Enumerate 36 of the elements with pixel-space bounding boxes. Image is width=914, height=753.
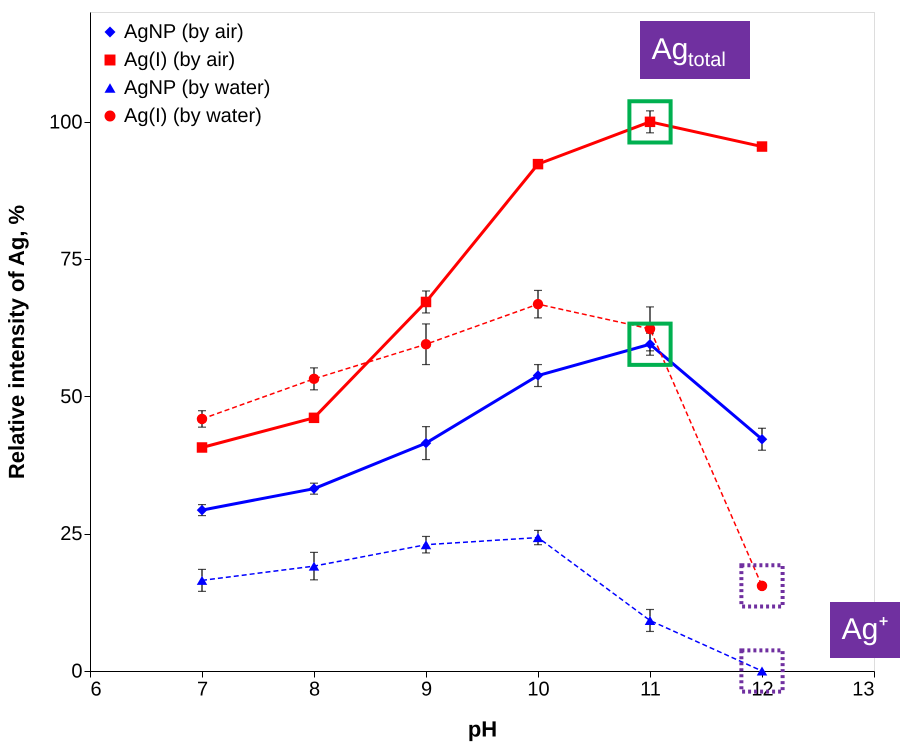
x-axis-title: pH	[468, 716, 498, 742]
legend-label: AgNP (by air)	[124, 21, 244, 43]
legend-label: Ag(I) (by air)	[124, 49, 236, 71]
point	[196, 576, 208, 585]
point	[308, 374, 320, 384]
y-axis-title: Relative intensity of Ag, %	[4, 204, 30, 480]
point	[308, 412, 320, 424]
point	[196, 442, 208, 453]
y-tick-label: 100	[49, 111, 82, 134]
legend-label: Ag(I) (by water)	[124, 105, 262, 127]
x-tick-label: 6	[90, 678, 102, 700]
annotation: Ag⁺	[842, 613, 888, 646]
y-tick-label: 75	[60, 248, 82, 271]
x-tick-label: 8	[308, 678, 320, 700]
point	[532, 370, 544, 381]
point	[420, 540, 432, 550]
y-tick-label: 0	[71, 660, 82, 682]
x-tick-label: 7	[196, 678, 208, 700]
point	[532, 533, 544, 542]
y-tick-label: 50	[60, 386, 82, 408]
point	[420, 339, 432, 350]
point	[532, 298, 544, 310]
x-tick-label: 9	[420, 678, 432, 700]
point	[644, 616, 656, 626]
x-tick-label: 11	[640, 678, 661, 700]
point	[532, 158, 544, 170]
y-tick-label: 25	[60, 523, 82, 546]
point	[420, 296, 432, 308]
x-tick-label: 10	[527, 678, 550, 700]
point	[308, 562, 320, 571]
x-tick-label: 13	[852, 678, 874, 700]
point	[420, 438, 432, 448]
legend-label: AgNP (by water)	[124, 77, 270, 99]
point	[756, 141, 768, 152]
point	[196, 414, 208, 424]
point	[756, 434, 768, 444]
